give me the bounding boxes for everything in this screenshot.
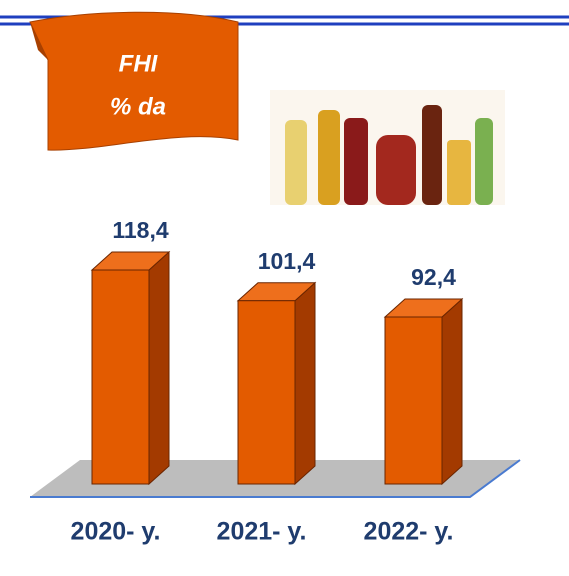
floor-edge bbox=[30, 459, 521, 498]
chart-subtitle: % da bbox=[110, 93, 166, 120]
bar-side bbox=[148, 250, 170, 486]
bar-side bbox=[441, 297, 463, 486]
title-banner bbox=[29, 11, 239, 151]
x-tick-label: 2021- y. bbox=[217, 518, 307, 546]
chart-title: FHI bbox=[119, 50, 159, 77]
data-label: 118,4 bbox=[112, 217, 168, 243]
banner-fold bbox=[30, 22, 48, 60]
data-label: 101,4 bbox=[258, 248, 316, 274]
bar bbox=[384, 316, 443, 485]
bar bbox=[237, 300, 296, 485]
bar-side bbox=[294, 281, 316, 486]
data-label: 92,4 bbox=[411, 264, 456, 290]
bar bbox=[91, 269, 150, 485]
bottles-image bbox=[270, 90, 505, 205]
x-tick-label: 2020- y. bbox=[71, 518, 161, 546]
x-tick-label: 2022- y. bbox=[364, 518, 454, 546]
